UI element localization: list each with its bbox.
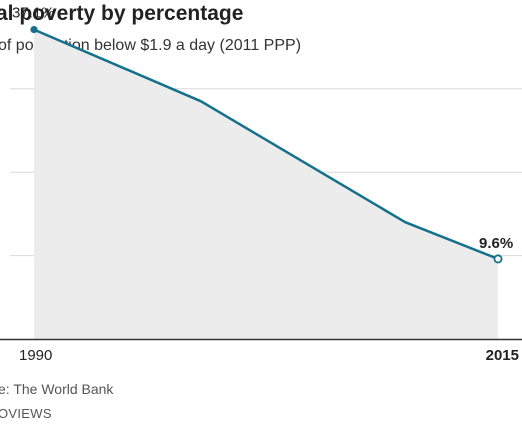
data-markers: [30, 25, 503, 264]
chart-title: al poverty by percentage: [0, 2, 244, 25]
credit-note: OVIEWS: [0, 406, 52, 421]
data-labels: 37.1% 9.6%: [12, 5, 513, 252]
series-line: [33, 28, 499, 261]
x-tick-label: 1990: [19, 347, 52, 364]
x-tick-labels: 1990 2015: [19, 347, 519, 364]
area-fill: [34, 29, 498, 339]
line-chart: 37.1% 9.6% 1990 2015: [0, 5, 522, 364]
start-value-label: 37.1%: [12, 5, 55, 22]
start-point-marker: [30, 25, 38, 34]
end-point-marker: [493, 254, 503, 264]
end-value-label: 9.6%: [479, 235, 513, 252]
x-tick-label: 2015: [486, 347, 519, 364]
source-note: e: The World Bank: [0, 381, 114, 397]
